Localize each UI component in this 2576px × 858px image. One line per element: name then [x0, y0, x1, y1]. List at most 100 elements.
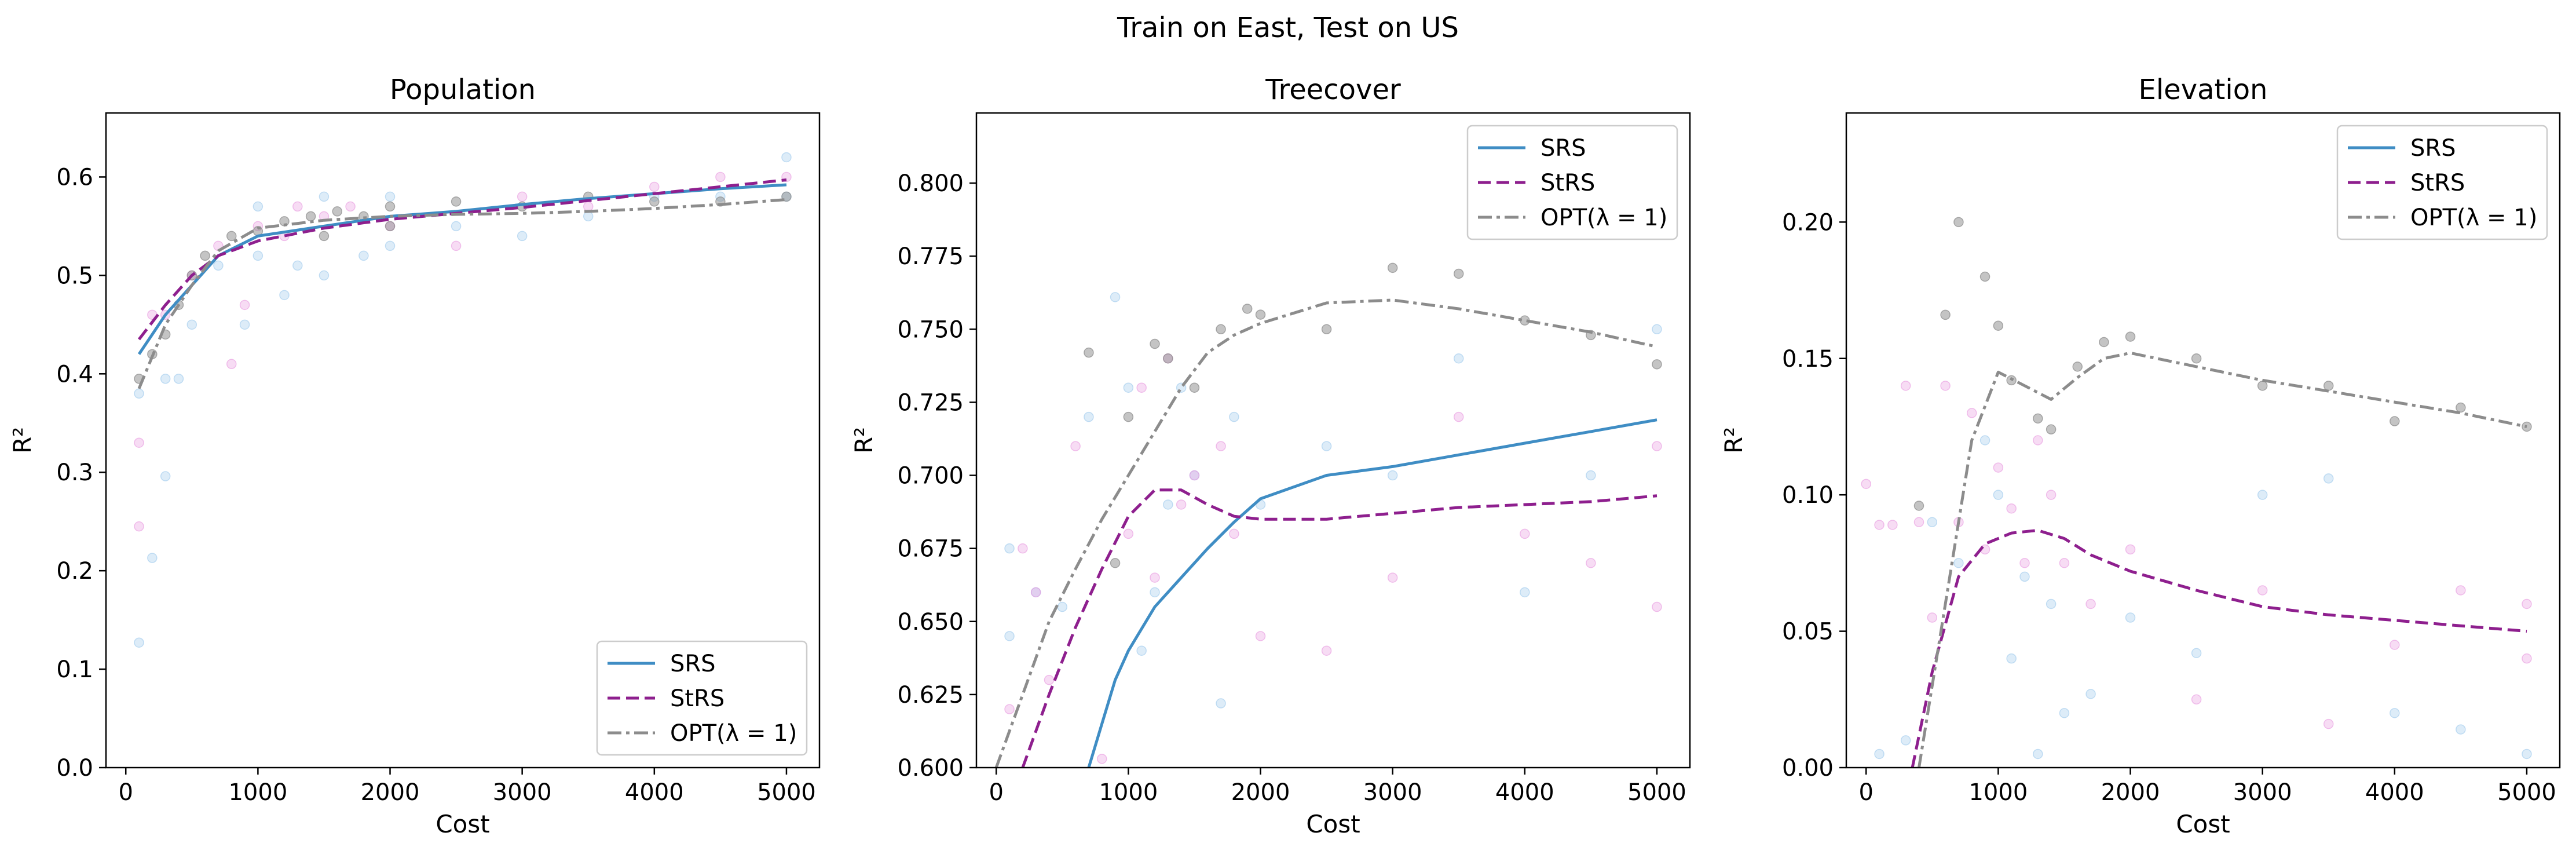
- scatter-point-opt: [2456, 402, 2466, 413]
- scatter-point-srs: [2006, 653, 2017, 664]
- scatter-point-strs: [1096, 754, 1107, 764]
- y-tick-label: 0.725: [897, 389, 964, 416]
- scatter-point-srs: [781, 152, 792, 163]
- scatter-point-srs: [1586, 470, 1596, 481]
- scatter-point-opt: [2033, 413, 2043, 424]
- y-tick-label: 0.775: [897, 243, 964, 270]
- scatter-point-strs: [1150, 572, 1160, 583]
- scatter-point-srs: [1216, 698, 1226, 709]
- scatter-point-opt: [2390, 416, 2400, 426]
- scatter-point-opt: [1913, 501, 1924, 511]
- scatter-point-srs: [213, 260, 224, 271]
- y-tick-label: 0.675: [897, 536, 964, 563]
- scatter-point-opt: [226, 231, 237, 242]
- scatter-point-strs: [2019, 558, 2030, 568]
- scatter-point-srs: [1136, 645, 1147, 656]
- scatter-layer: [1004, 262, 1662, 764]
- scatter-point-strs: [1044, 674, 1055, 685]
- legend: SRS StRS OPT(λ = 1): [2336, 125, 2548, 240]
- scatter-point-opt: [2099, 337, 2109, 348]
- legend-label-opt: OPT(λ = 1): [1541, 205, 1667, 231]
- scatter-point-opt: [200, 250, 210, 261]
- scatter-point-strs: [2085, 598, 2096, 609]
- scatter-point-opt: [1123, 411, 1134, 422]
- scatter-point-srs: [2046, 598, 2057, 609]
- legend-label-srs: SRS: [1541, 135, 1586, 162]
- x-tick-label: 2000: [361, 779, 420, 806]
- scatter-point-strs: [1874, 520, 1885, 530]
- scatter-point-srs: [385, 240, 396, 251]
- x-axis-label: Cost: [2176, 810, 2230, 838]
- scatter-point-opt: [2191, 353, 2202, 364]
- scatter-point-srs: [253, 250, 264, 261]
- scatter-point-srs: [2522, 749, 2532, 760]
- scatter-point-srs: [385, 191, 396, 202]
- lines-layer: [137, 178, 787, 389]
- panel-population: 0 1000 2000 3000 4000 5000 0.0 0.1 0.2 0.3 0.4 0.5 0…: [8, 74, 821, 838]
- lines-layer: [1911, 351, 2527, 768]
- scatter-point-srs: [2191, 648, 2202, 658]
- y-tick-label: 0.15: [1782, 346, 1834, 373]
- scatter-point-opt: [1979, 271, 1990, 282]
- y-axis-label: R²: [850, 427, 878, 454]
- scatter-point-srs: [1229, 411, 1239, 422]
- scatter-point-srs: [451, 221, 462, 232]
- scatter-point-strs: [1229, 528, 1239, 539]
- y-tick-label: 0.05: [1782, 619, 1834, 645]
- y-axis-label: R²: [1719, 427, 1748, 454]
- axes-title: Population: [390, 74, 536, 106]
- scatter-point-srs: [292, 260, 303, 271]
- legend-frame: [596, 640, 808, 756]
- scatter-point-opt: [385, 201, 396, 212]
- panel-elevation: 0 1000 2000 3000 4000 5000 0.00 0.05 0.10 0.15 0.2…: [1719, 74, 2561, 838]
- y-tick-label: 0.650: [897, 609, 964, 636]
- scatter-point-opt: [332, 206, 343, 217]
- scatter-point-strs: [1123, 528, 1134, 539]
- scatter-point-strs: [649, 181, 660, 192]
- legend-frame: [2336, 125, 2548, 240]
- scatter-point-strs: [1993, 462, 2004, 473]
- scatter-point-strs: [1927, 612, 1938, 623]
- scatter-point-srs: [1453, 353, 1464, 364]
- scatter-point-srs: [1520, 587, 1530, 598]
- scatter-point-opt: [1150, 338, 1160, 349]
- scatter-point-srs: [1321, 441, 1332, 451]
- scatter-point-strs: [517, 191, 528, 202]
- scatter-point-opt: [319, 231, 330, 242]
- legend: SRS StRS OPT(λ = 1): [1466, 125, 1678, 240]
- y-tick-label: 0.3: [56, 459, 93, 486]
- scatter-point-srs: [134, 637, 144, 648]
- scatter-point-srs: [253, 201, 264, 212]
- scatter-point-strs: [2522, 598, 2532, 609]
- y-axis-label: R²: [8, 427, 36, 454]
- y-tick-label: 0.700: [897, 463, 964, 490]
- scatter-point-opt: [1255, 309, 1266, 320]
- scatter-point-strs: [1966, 408, 1977, 418]
- scatter-point-srs: [1004, 543, 1015, 554]
- x-tick-label: 0: [1858, 779, 1873, 806]
- scatter-point-opt: [2257, 381, 2268, 391]
- scatter-point-strs: [2522, 653, 2532, 664]
- y-tick-label: 0.4: [56, 361, 93, 388]
- scatter-point-srs: [583, 211, 594, 222]
- scatter-point-srs: [1084, 411, 1094, 422]
- figure-suptitle: Train on East, Test on US: [1117, 12, 1459, 44]
- y-tick-label: 0.600: [897, 755, 964, 782]
- scatter-point-opt: [1387, 262, 1398, 273]
- scatter-point-strs: [2191, 694, 2202, 705]
- x-tick-label: 3000: [493, 779, 552, 806]
- x-tick-label: 4000: [625, 779, 684, 806]
- scatter-point-opt: [1189, 382, 1200, 393]
- scatter-point-opt: [385, 221, 396, 232]
- series-line-strs: [138, 178, 787, 341]
- scatter-point-opt: [1953, 217, 1964, 228]
- scatter-point-opt: [1453, 268, 1464, 279]
- scatter-point-strs: [1913, 517, 1924, 527]
- scatter-point-srs: [1979, 435, 1990, 446]
- scatter-point-opt: [1110, 558, 1121, 568]
- legend-label-strs: StRS: [1541, 170, 1595, 196]
- scatter-point-strs: [1586, 558, 1596, 568]
- series-line-opt: [1918, 351, 2527, 768]
- scatter-point-srs: [1652, 324, 1662, 335]
- scatter-point-strs: [2125, 544, 2136, 555]
